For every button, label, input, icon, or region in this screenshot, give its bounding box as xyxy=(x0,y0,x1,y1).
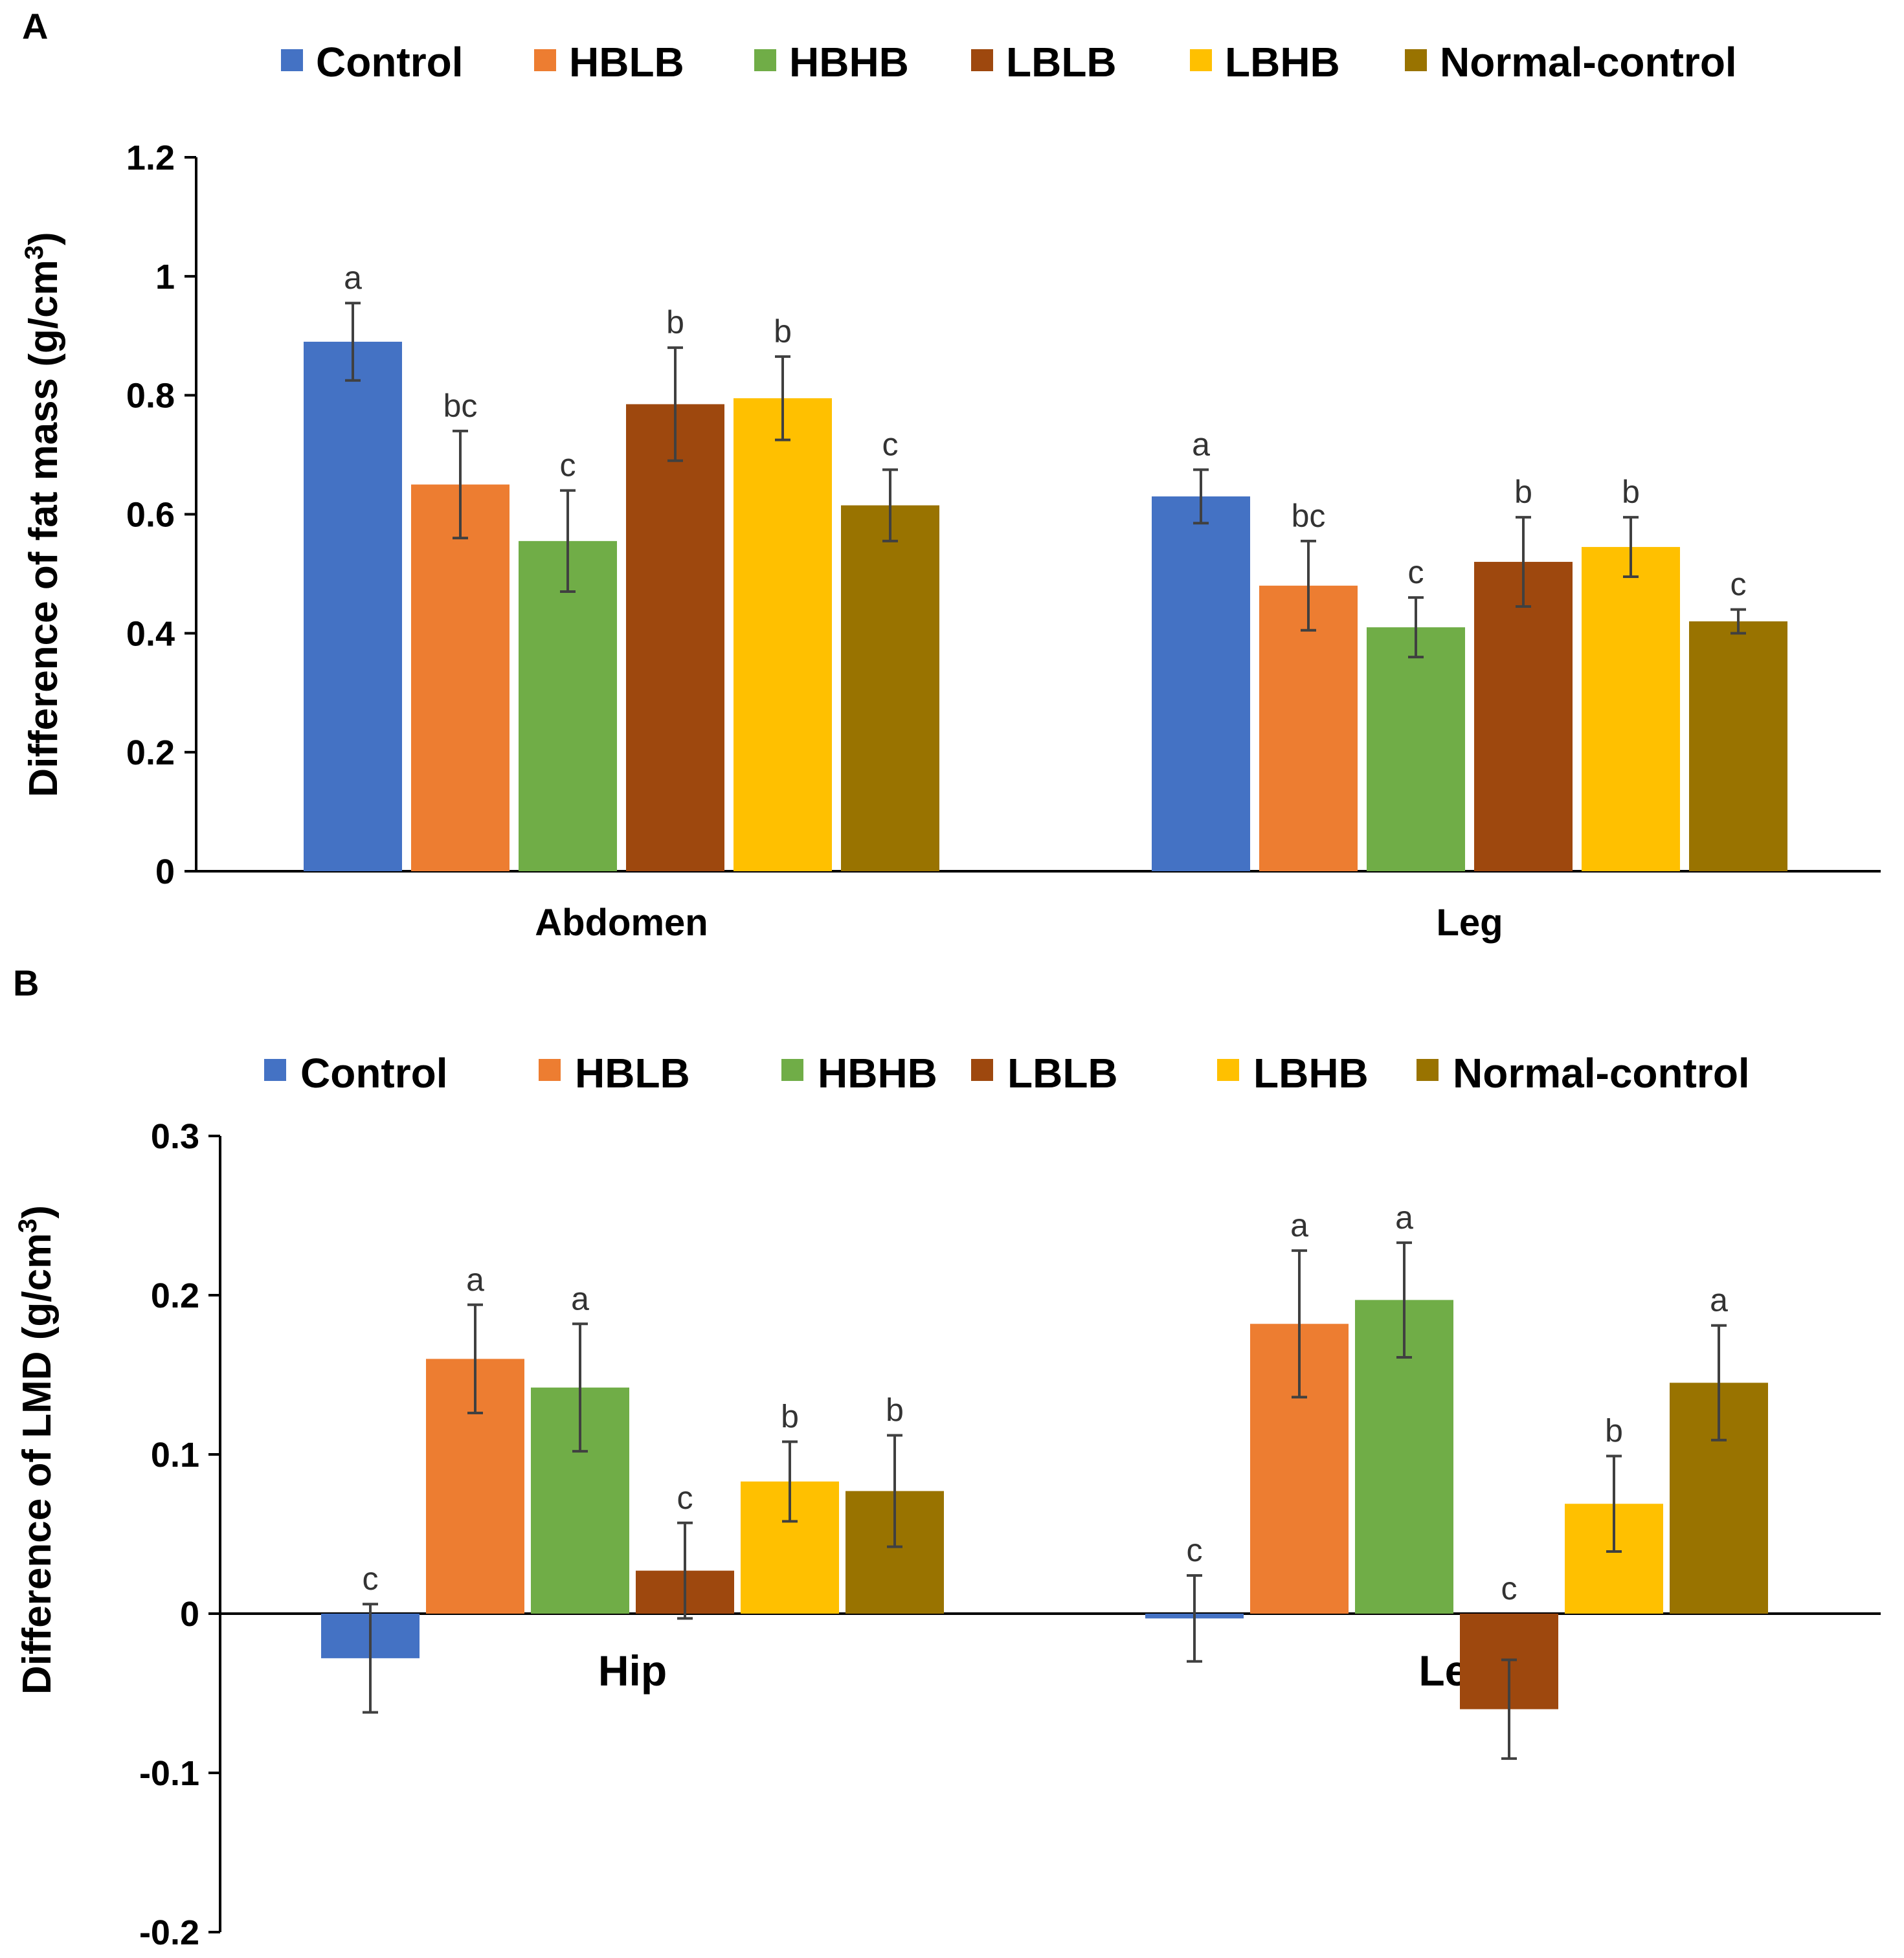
y-tick-label: 0.6 xyxy=(126,496,175,535)
category-label-abdomen: Abdomen xyxy=(535,902,708,944)
significance-label-leg-control: c xyxy=(1187,1532,1203,1568)
y-tick-label: 1 xyxy=(155,258,175,296)
significance-label-abdomen-normal-control: c xyxy=(882,427,899,463)
y-tick-label: 0.1 xyxy=(151,1436,199,1474)
bar-abdomen-hbhb xyxy=(519,540,617,871)
significance-label-hip-lblb: c xyxy=(677,1480,693,1516)
legend-swatch-normal-control xyxy=(1405,49,1427,71)
legend-swatch-hblb xyxy=(539,1059,561,1081)
y-tick-label: -0.2 xyxy=(139,1913,199,1952)
category-label-hip: Hip xyxy=(598,1647,667,1695)
legend-swatch-lblb xyxy=(971,49,993,71)
bar-leg-lblb xyxy=(1474,562,1573,871)
significance-label-hip-normal-control: b xyxy=(886,1392,904,1428)
y-tick-label: 0.8 xyxy=(126,377,175,416)
significance-label-leg-hblb: a xyxy=(1290,1207,1308,1243)
bar-abdomen-control xyxy=(304,341,402,871)
y-tick-label: 0.4 xyxy=(126,614,175,653)
significance-label-leg-lblb: c xyxy=(1501,1570,1518,1607)
significance-label-leg-lbhb: b xyxy=(1622,474,1640,510)
significance-label-abdomen-hblb: bc xyxy=(443,388,478,424)
y-axis-label-superscript: 3 xyxy=(14,1219,42,1233)
y-axis-label-panel-a: Difference of fat mass (g/cm3) xyxy=(20,232,66,797)
significance-label-hip-control: c xyxy=(363,1561,379,1597)
significance-label-leg-hbhb: c xyxy=(1408,554,1424,590)
legend-label-control: Control xyxy=(300,1050,448,1096)
legend-label-normal-control: Normal-control xyxy=(1453,1050,1750,1096)
legend-swatch-control xyxy=(281,49,303,71)
bar-abdomen-lbhb xyxy=(734,398,832,871)
y-tick-label: 0 xyxy=(180,1595,199,1634)
panel-label-b: B xyxy=(13,962,39,1003)
bar-leg-hblb xyxy=(1259,585,1358,871)
legend-label-lbhb: LBHB xyxy=(1225,39,1340,85)
y-tick-label: 0 xyxy=(155,852,175,891)
y-axis-label-superscript: 3 xyxy=(20,245,49,260)
significance-label-leg-normal-control: c xyxy=(1730,566,1747,603)
y-tick-label: 0.3 xyxy=(151,1117,199,1156)
significance-label-leg-hblb: bc xyxy=(1292,498,1326,534)
bar-leg-control xyxy=(1152,496,1250,871)
legend-swatch-control xyxy=(264,1059,286,1081)
legend-swatch-hbhb xyxy=(781,1059,803,1081)
y-axis-label-main: Difference of fat mass (g/cm xyxy=(21,260,66,797)
bar-leg-normal-control xyxy=(1689,621,1787,871)
bar-abdomen-lblb xyxy=(626,404,724,871)
panel-label-a: A xyxy=(22,6,48,47)
legend-panel-b: Control HBLB HBHB LBLB LBHB Normal-control xyxy=(264,1050,1750,1096)
legend-label-lblb: LBLB xyxy=(1007,1050,1118,1096)
bar-leg-hbhb xyxy=(1367,627,1465,871)
significance-label-leg-control: a xyxy=(1192,427,1210,463)
category-label-leg: Leg xyxy=(1436,902,1503,944)
significance-label-leg-normal-control: a xyxy=(1710,1282,1728,1318)
y-axis-label-close: ) xyxy=(21,232,66,245)
legend-swatch-hblb xyxy=(534,49,556,71)
legend-label-hblb: HBLB xyxy=(569,39,684,85)
legend-label-hbhb: HBHB xyxy=(789,39,909,85)
legend-label-normal-control: Normal-control xyxy=(1440,39,1737,85)
significance-label-leg-lbhb: b xyxy=(1605,1412,1623,1449)
significance-label-abdomen-lblb: b xyxy=(666,304,684,340)
y-tick-label: 0.2 xyxy=(126,733,175,772)
legend-swatch-lbhb xyxy=(1190,49,1212,71)
significance-label-leg-lblb: b xyxy=(1514,474,1532,510)
bar-abdomen-hblb xyxy=(411,484,510,871)
significance-label-hip-hbhb: a xyxy=(571,1280,589,1317)
y-axis-label: Difference of fat mass (g/cm3) xyxy=(20,232,66,797)
y-tick-label: -0.1 xyxy=(139,1754,199,1793)
significance-label-abdomen-control: a xyxy=(344,260,362,296)
significance-label-hip-hblb: a xyxy=(466,1262,484,1298)
significance-label-abdomen-hbhb: c xyxy=(560,447,576,484)
y-axis-label-close: ) xyxy=(15,1205,60,1219)
significance-label-leg-hbhb: a xyxy=(1395,1199,1413,1236)
legend-swatch-lblb xyxy=(971,1059,993,1081)
legend-label-lbhb: LBHB xyxy=(1253,1050,1369,1096)
y-axis-label: Difference of LMD (g/cm3) xyxy=(14,1205,60,1695)
bar-leg-lbhb xyxy=(1582,547,1680,871)
significance-label-abdomen-lbhb: b xyxy=(774,313,792,350)
legend-label-control: Control xyxy=(316,39,464,85)
y-tick-label: 1.2 xyxy=(126,139,175,177)
legend-panel-a: Control HBLB HBHB LBLB LBHB Normal-control xyxy=(281,39,1737,85)
bar-abdomen-normal-control xyxy=(841,505,939,871)
axes-panel-a: 0 0.2 0.4 0.6 0.8 1 1.2 Abdomen Leg xyxy=(126,139,1881,944)
legend-label-hbhb: HBHB xyxy=(818,1050,937,1096)
y-axis-label-panel-b: Difference of LMD (g/cm3) xyxy=(14,1205,60,1695)
legend-label-lblb: LBLB xyxy=(1006,39,1117,85)
y-axis-label-main: Difference of LMD (g/cm xyxy=(15,1233,60,1695)
legend-swatch-normal-control xyxy=(1417,1059,1439,1081)
legend-swatch-lbhb xyxy=(1217,1059,1239,1081)
bars-panel-b: c a a c b b c a a c b a xyxy=(321,1199,1768,1760)
y-tick-label: 0.2 xyxy=(151,1276,199,1315)
legend-label-hblb: HBLB xyxy=(575,1050,690,1096)
significance-label-hip-lbhb: b xyxy=(781,1398,799,1434)
legend-swatch-hbhb xyxy=(754,49,776,71)
